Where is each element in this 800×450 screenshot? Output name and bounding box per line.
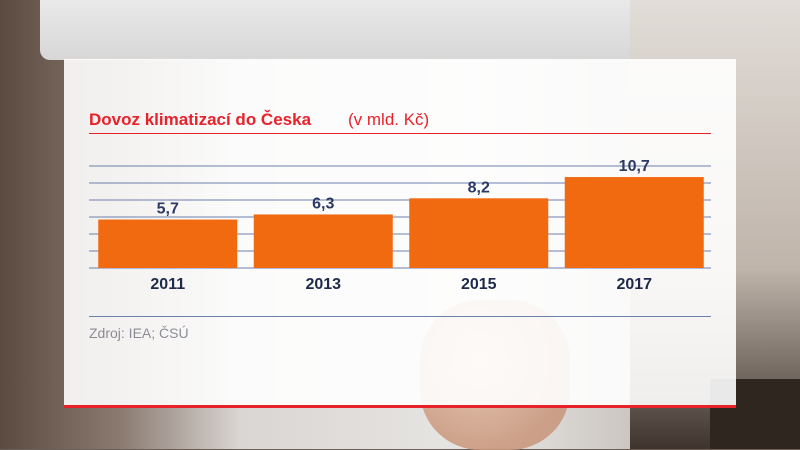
x-tick-label-2015: 2015 [461,276,497,293]
bar-2011 [98,219,238,268]
air-conditioner-photo [40,0,640,60]
data-label-2017: 10,7 [619,158,650,175]
data-label-2011: 5,7 [157,201,179,218]
chart-title: Dovoz klimatizací do Česka [89,110,312,129]
source-note: Zdroj: IEA; ČSÚ [89,325,189,341]
source-rule [89,316,711,317]
chart-subtitle: (v mld. Kč) [348,110,430,129]
x-tick-label-2013: 2013 [305,276,341,293]
title-rule [89,133,711,134]
data-label-2013: 6,3 [312,195,334,212]
bar-2017 [564,177,704,268]
x-tick-label-2011: 2011 [150,276,185,293]
bar-2015 [409,198,549,268]
x-tick-label-2017: 2017 [616,276,652,293]
panel-accent-line [64,405,736,408]
data-label-2015: 8,2 [468,179,490,196]
bar-2013 [253,214,393,268]
